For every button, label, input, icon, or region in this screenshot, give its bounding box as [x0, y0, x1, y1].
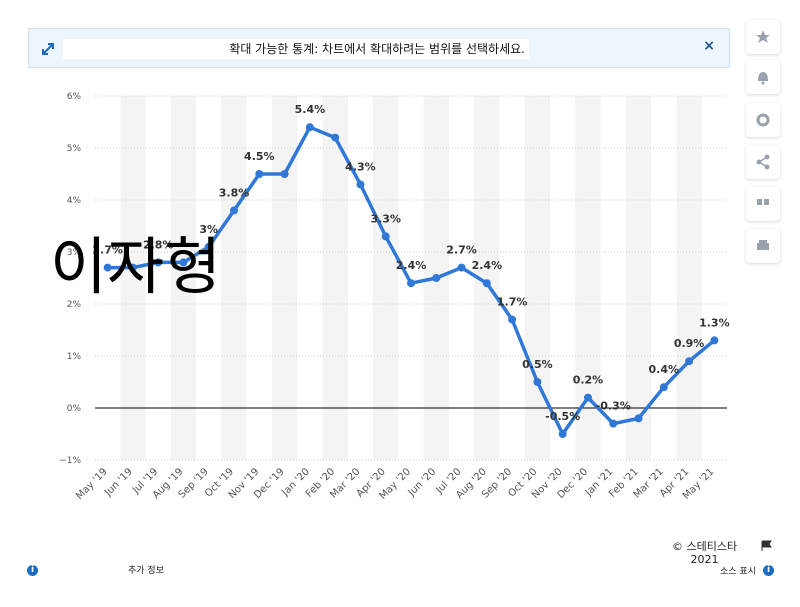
column-band: [676, 96, 702, 460]
point: [634, 414, 643, 423]
overlay-text: 이자형: [50, 230, 221, 303]
value-label: 2.7%: [92, 244, 123, 257]
point: [533, 378, 542, 386]
point: [103, 263, 112, 272]
show-source[interactable]: 소스 표시: [720, 567, 756, 577]
point: [685, 357, 694, 366]
point: [356, 180, 365, 189]
point: [255, 170, 264, 178]
x-tick-label: Jun '20: [406, 466, 439, 499]
y-tick-label: 6%: [67, 92, 82, 102]
flag-icon[interactable]: [760, 540, 774, 552]
copyright-text: © 스테티스타: [672, 540, 738, 553]
alert-button[interactable]: [746, 60, 780, 94]
y-tick-label: 3%: [67, 248, 82, 258]
y-tick-label: 4%: [67, 196, 82, 206]
value-label: -0.5%: [545, 410, 580, 423]
point: [280, 170, 289, 178]
value-label: 1.7%: [497, 296, 528, 309]
column-band: [373, 96, 399, 460]
value-label: 0.5%: [522, 358, 553, 371]
point: [457, 263, 466, 272]
y-tick-label: 0%: [67, 404, 82, 414]
value-label: 0.4%: [649, 363, 680, 376]
settings-button[interactable]: [746, 103, 780, 137]
y-tick-label: 5%: [67, 144, 82, 154]
point: [710, 336, 719, 345]
point: [508, 315, 517, 324]
value-label: 2.8%: [143, 238, 174, 251]
point: [482, 279, 491, 288]
more-info[interactable]: 추가 정보: [128, 566, 164, 576]
share-button[interactable]: [746, 145, 780, 179]
value-label: 5.4%: [295, 103, 326, 116]
print-button[interactable]: [746, 229, 780, 263]
y-tick-label: −1%: [59, 456, 81, 466]
value-label: 2.4%: [472, 259, 503, 272]
point: [609, 419, 618, 428]
column-band: [170, 96, 197, 460]
column-band: [271, 96, 298, 460]
point: [381, 232, 390, 241]
value-label: 3.8%: [219, 186, 250, 199]
close-button[interactable]: ×: [703, 38, 715, 54]
point: [331, 133, 340, 142]
value-label: 4.3%: [345, 160, 376, 173]
point: [407, 279, 415, 288]
value-label: 2.7%: [446, 244, 477, 257]
value-label: 0.9%: [674, 337, 705, 350]
y-tick-label: 1%: [67, 352, 82, 362]
column-band: [120, 96, 146, 460]
column-band: [524, 96, 551, 460]
copyright-year: 2021: [690, 553, 719, 566]
point: [204, 242, 213, 251]
point: [230, 206, 239, 215]
x-tick-label: Jun '19: [102, 466, 135, 499]
value-label: 3%: [199, 223, 218, 236]
expand-icon: [42, 43, 54, 55]
info-icon-right[interactable]: i: [763, 565, 774, 576]
point: [558, 430, 567, 438]
column-band: [625, 96, 652, 460]
point: [179, 258, 188, 267]
banner-text: 확대 가능한 통계: 차트에서 확대하려는 범위를 선택하세요.: [63, 39, 529, 59]
value-label: -0.3%: [596, 400, 631, 413]
point: [305, 123, 314, 132]
value-label: 1.3%: [699, 316, 730, 329]
x-tick-label: May '19: [74, 466, 110, 502]
point: [432, 274, 441, 282]
point: [154, 258, 163, 267]
value-label: 2.4%: [396, 259, 427, 272]
info-icon[interactable]: i: [27, 565, 38, 576]
point: [659, 383, 668, 392]
banner: 확대 가능한 통계: 차트에서 확대하려는 범위를 선택하세요. ×: [28, 28, 730, 68]
value-label: 0.2%: [573, 374, 604, 387]
point: [128, 263, 137, 272]
value-label: 3.3%: [370, 212, 401, 225]
cite-button[interactable]: [746, 187, 780, 221]
point: [583, 393, 592, 402]
favorite-button[interactable]: [746, 20, 780, 54]
value-label: 4.5%: [244, 150, 275, 163]
column-band: [221, 96, 247, 460]
copyright: © 스테티스타 2021: [672, 540, 737, 566]
y-tick-label: 2%: [67, 300, 82, 310]
